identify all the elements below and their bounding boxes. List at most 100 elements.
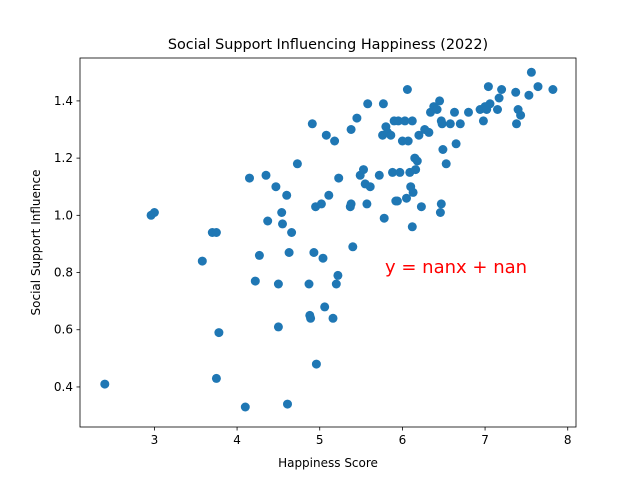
data-point [309,248,319,257]
data-point [346,199,356,209]
data-point [548,85,558,94]
data-point [282,190,292,200]
data-point [402,85,412,94]
chart-title: Social Support Influencing Happiness (20… [168,37,488,53]
data-point [416,202,426,212]
data-point [378,99,388,109]
data-point [483,82,493,92]
data-point [261,170,271,180]
data-point [497,85,507,94]
data-point [524,90,534,100]
data-point [414,130,424,140]
data-point [254,250,264,260]
data-point [245,173,254,183]
data-point [451,139,461,149]
x-tick-label: 3 [151,433,159,447]
data-point [316,199,326,209]
data-point [271,182,281,192]
data-point [374,170,384,180]
data-point [424,127,434,137]
data-point [412,156,422,166]
data-point [400,116,410,126]
data-point [331,279,341,289]
x-tick-label: 7 [481,433,489,447]
y-tick-label: 0.6 [54,323,73,337]
data-point [386,130,396,140]
data-point [411,165,421,175]
data-point [493,105,502,114]
y-tick-label: 1.0 [54,208,73,222]
data-point [408,187,418,197]
x-tick-label: 5 [316,433,324,447]
data-point [324,190,334,200]
data-point [388,167,397,177]
data-point [407,116,417,126]
data-point [526,67,536,77]
y-tick-label: 1.4 [54,94,73,108]
data-point [328,313,338,323]
data-point [333,270,343,280]
data-point [273,279,283,289]
data-point [320,302,330,312]
x-axis-label: Happiness Score [278,456,378,470]
points-layer [100,67,558,412]
x-tick-label: 4 [233,433,241,447]
data-point [395,167,405,177]
plot-frame [79,57,577,428]
data-point [494,93,504,103]
y-axis-label: Social Support Influence [29,170,43,316]
data-point [432,105,442,114]
data-point [450,107,459,117]
data-point [263,216,273,226]
y-tick-label: 1.2 [54,151,73,165]
data-point [533,82,543,92]
data-point [211,373,221,383]
data-point [278,219,287,229]
y-tick-label: 0.4 [54,380,73,394]
data-point [197,256,207,266]
data-point [436,199,446,209]
data-point [287,228,297,237]
equation-annotation: y = nanx + nan [385,257,527,278]
data-point [437,119,447,129]
data-point [407,222,417,232]
data-point [283,399,292,409]
data-point [100,379,110,389]
x-tick-label: 8 [564,433,572,447]
data-point [334,173,344,183]
data-point [511,87,521,97]
data-point [393,116,403,126]
y-tick-label: 0.8 [54,266,73,280]
x-axis-ticks: 3 4 5 6 7 8 [151,427,572,447]
x-tick-label: 6 [399,433,407,447]
y-axis-ticks: 0.4 0.6 0.8 1.0 1.2 1.4 [54,94,80,394]
data-point [214,328,224,338]
data-point [485,99,495,109]
data-point [478,116,488,126]
data-point [240,402,250,412]
data-point [318,253,328,263]
data-point [273,322,283,332]
data-point [250,276,260,286]
data-point [441,159,451,169]
data-point [346,125,356,134]
data-point [464,107,473,117]
data-point [284,248,294,257]
data-point [435,208,445,217]
data-point [516,110,526,120]
data-point [455,119,465,129]
data-point [211,228,221,237]
data-point [304,279,314,289]
data-point [277,208,287,217]
data-point [512,119,521,129]
data-point [362,199,372,209]
data-point [363,99,373,109]
data-point [403,136,413,146]
data-point [435,96,445,106]
data-point [352,113,362,123]
data-point [292,159,302,169]
data-point [365,182,375,192]
data-point [306,313,316,323]
data-point [392,196,402,206]
